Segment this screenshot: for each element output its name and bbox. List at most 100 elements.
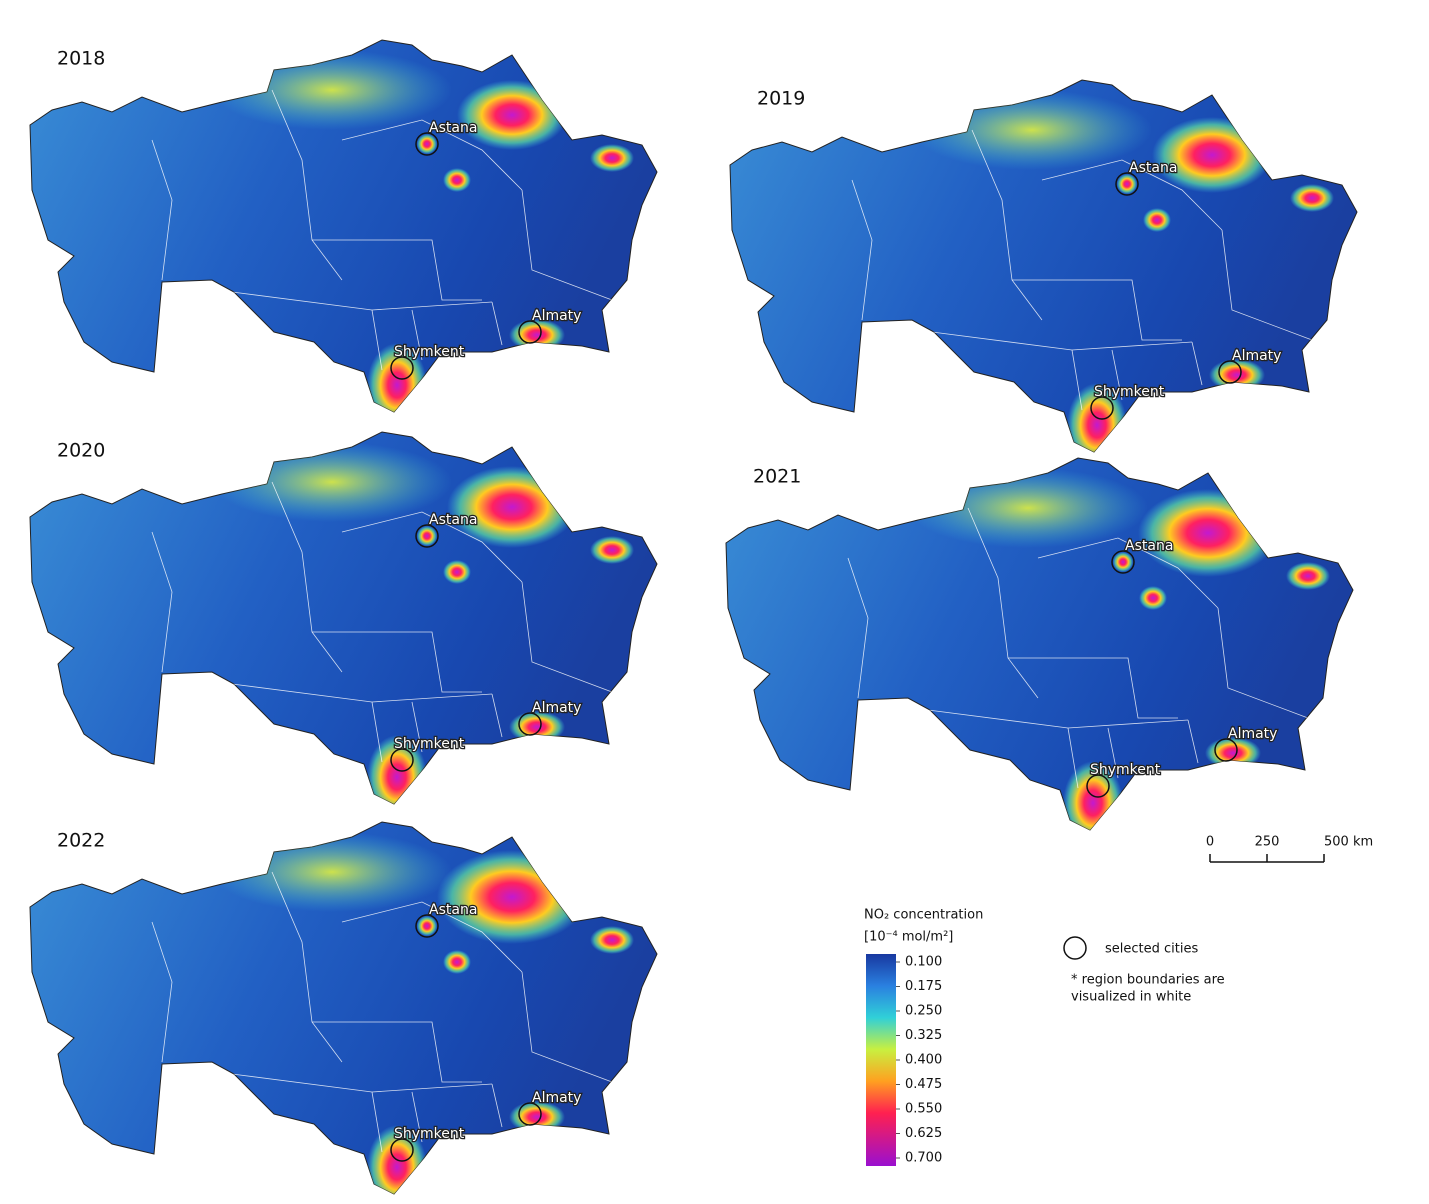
region-boundary xyxy=(341,511,523,583)
astana-spot xyxy=(417,134,437,154)
almaty-plume xyxy=(1205,737,1261,769)
scale-label: 250 xyxy=(1255,835,1280,850)
legend: NO₂ concentration [10⁻⁴ mol/m²] 0.100 0.175… xyxy=(864,835,1373,1166)
map-panel: 2020 Astana Almaty Shymkent xyxy=(29,431,658,805)
ne-plume xyxy=(1152,117,1272,193)
legend-tick-label: 0.250 xyxy=(905,1004,942,1019)
scale-label: 500 km xyxy=(1324,835,1373,850)
astana-spot xyxy=(1113,552,1133,572)
map-panel: 2021 Astana Almaty Shymkent xyxy=(725,457,1354,831)
city-legend-marker xyxy=(1063,936,1087,960)
region-boundary xyxy=(1221,229,1313,341)
region-boundary xyxy=(371,309,383,371)
city-marker xyxy=(1086,774,1110,798)
city-label: Shymkent xyxy=(394,344,465,360)
karaganda xyxy=(443,950,471,974)
city-marker xyxy=(415,914,439,938)
city-marker xyxy=(390,748,414,772)
region-boundary xyxy=(271,871,343,1063)
region-boundary xyxy=(1111,349,1123,401)
year-label: 2020 xyxy=(57,440,105,462)
region-boundary xyxy=(491,693,503,738)
region-boundary xyxy=(271,89,343,281)
city-label: Shymkent xyxy=(1090,762,1161,778)
city-marker xyxy=(518,1102,542,1126)
region-boundary xyxy=(411,1091,423,1143)
map-panel: 2022 Astana Almaty Shymkent xyxy=(29,821,658,1195)
boundary-note: * region boundaries are xyxy=(1071,973,1225,988)
city-marker xyxy=(1218,360,1242,384)
region-boundary xyxy=(1107,727,1119,779)
karaganda xyxy=(443,168,471,192)
city-label: Almaty xyxy=(532,700,581,716)
city-marker xyxy=(1090,396,1114,420)
legend-tick-label: 0.400 xyxy=(905,1053,942,1068)
astana-spot xyxy=(417,526,437,546)
hotspots xyxy=(851,90,1334,452)
region-boundary xyxy=(371,701,383,763)
panels: 2018 Astana Almaty Shymkent 2019 Astana Almaty… xyxy=(29,39,1358,1195)
legend-tick-label: 0.100 xyxy=(905,955,942,970)
city-label: Astana xyxy=(1125,538,1173,554)
city-label: Almaty xyxy=(1232,348,1281,364)
ne-plume xyxy=(447,466,577,548)
region-boundary xyxy=(1191,341,1203,386)
region-boundary xyxy=(491,1083,503,1128)
region-boundary xyxy=(1012,279,1182,341)
legend-title: NO₂ concentration xyxy=(864,908,983,923)
region-boundary xyxy=(1041,159,1223,231)
city-label: Shymkent xyxy=(394,1126,465,1142)
city-label: Astana xyxy=(429,512,477,528)
region-boundary xyxy=(521,189,613,301)
ne-plume xyxy=(1138,489,1278,577)
city-label: Astana xyxy=(429,120,477,136)
boundary-note: visualized in white xyxy=(1071,990,1191,1005)
region-boundary xyxy=(312,239,482,301)
east-spot xyxy=(1290,184,1334,212)
northern-haze xyxy=(212,50,452,130)
region-boundary xyxy=(521,971,613,1083)
city-marker xyxy=(1214,738,1238,762)
region-boundary xyxy=(851,179,873,321)
region-boundary xyxy=(1217,607,1309,719)
map-panel: 2019 Astana Almaty Shymkent xyxy=(729,79,1358,453)
region-boundary xyxy=(1067,727,1079,789)
astana-spot xyxy=(417,916,437,936)
northern-haze xyxy=(212,832,452,912)
region-boundary xyxy=(411,309,423,361)
region-boundary xyxy=(341,901,523,973)
region-boundary xyxy=(151,531,173,673)
scale-label: 0 xyxy=(1206,835,1214,850)
region-boundary xyxy=(847,557,869,699)
region-boundary xyxy=(1037,537,1219,609)
city-marker xyxy=(415,524,439,548)
northern-haze xyxy=(212,442,452,522)
city-label: Shymkent xyxy=(394,736,465,752)
east-spot xyxy=(590,536,634,564)
almaty-plume xyxy=(509,711,565,743)
city-label: Shymkent xyxy=(1094,384,1165,400)
region-boundary xyxy=(491,301,503,346)
legend-tick-label: 0.550 xyxy=(905,1102,942,1117)
almaty-plume xyxy=(1209,359,1265,391)
year-label: 2019 xyxy=(757,88,805,110)
east-spot xyxy=(590,144,634,172)
region-boundary xyxy=(371,1091,383,1153)
karaganda xyxy=(443,560,471,584)
astana-spot xyxy=(1117,174,1137,194)
year-label: 2022 xyxy=(57,830,105,852)
northern-haze xyxy=(912,90,1152,170)
city-legend-label: selected cities xyxy=(1105,942,1198,957)
karaganda xyxy=(1139,586,1167,610)
year-label: 2018 xyxy=(57,48,105,70)
region-boundary xyxy=(151,921,173,1063)
hotspots xyxy=(151,50,634,412)
karaganda xyxy=(1143,208,1171,232)
city-label: Astana xyxy=(429,902,477,918)
legend-tick-label: 0.700 xyxy=(905,1151,942,1166)
city-marker xyxy=(415,132,439,156)
region-boundary xyxy=(521,581,613,693)
east-spot xyxy=(1286,562,1330,590)
region-boundary xyxy=(1187,719,1199,764)
